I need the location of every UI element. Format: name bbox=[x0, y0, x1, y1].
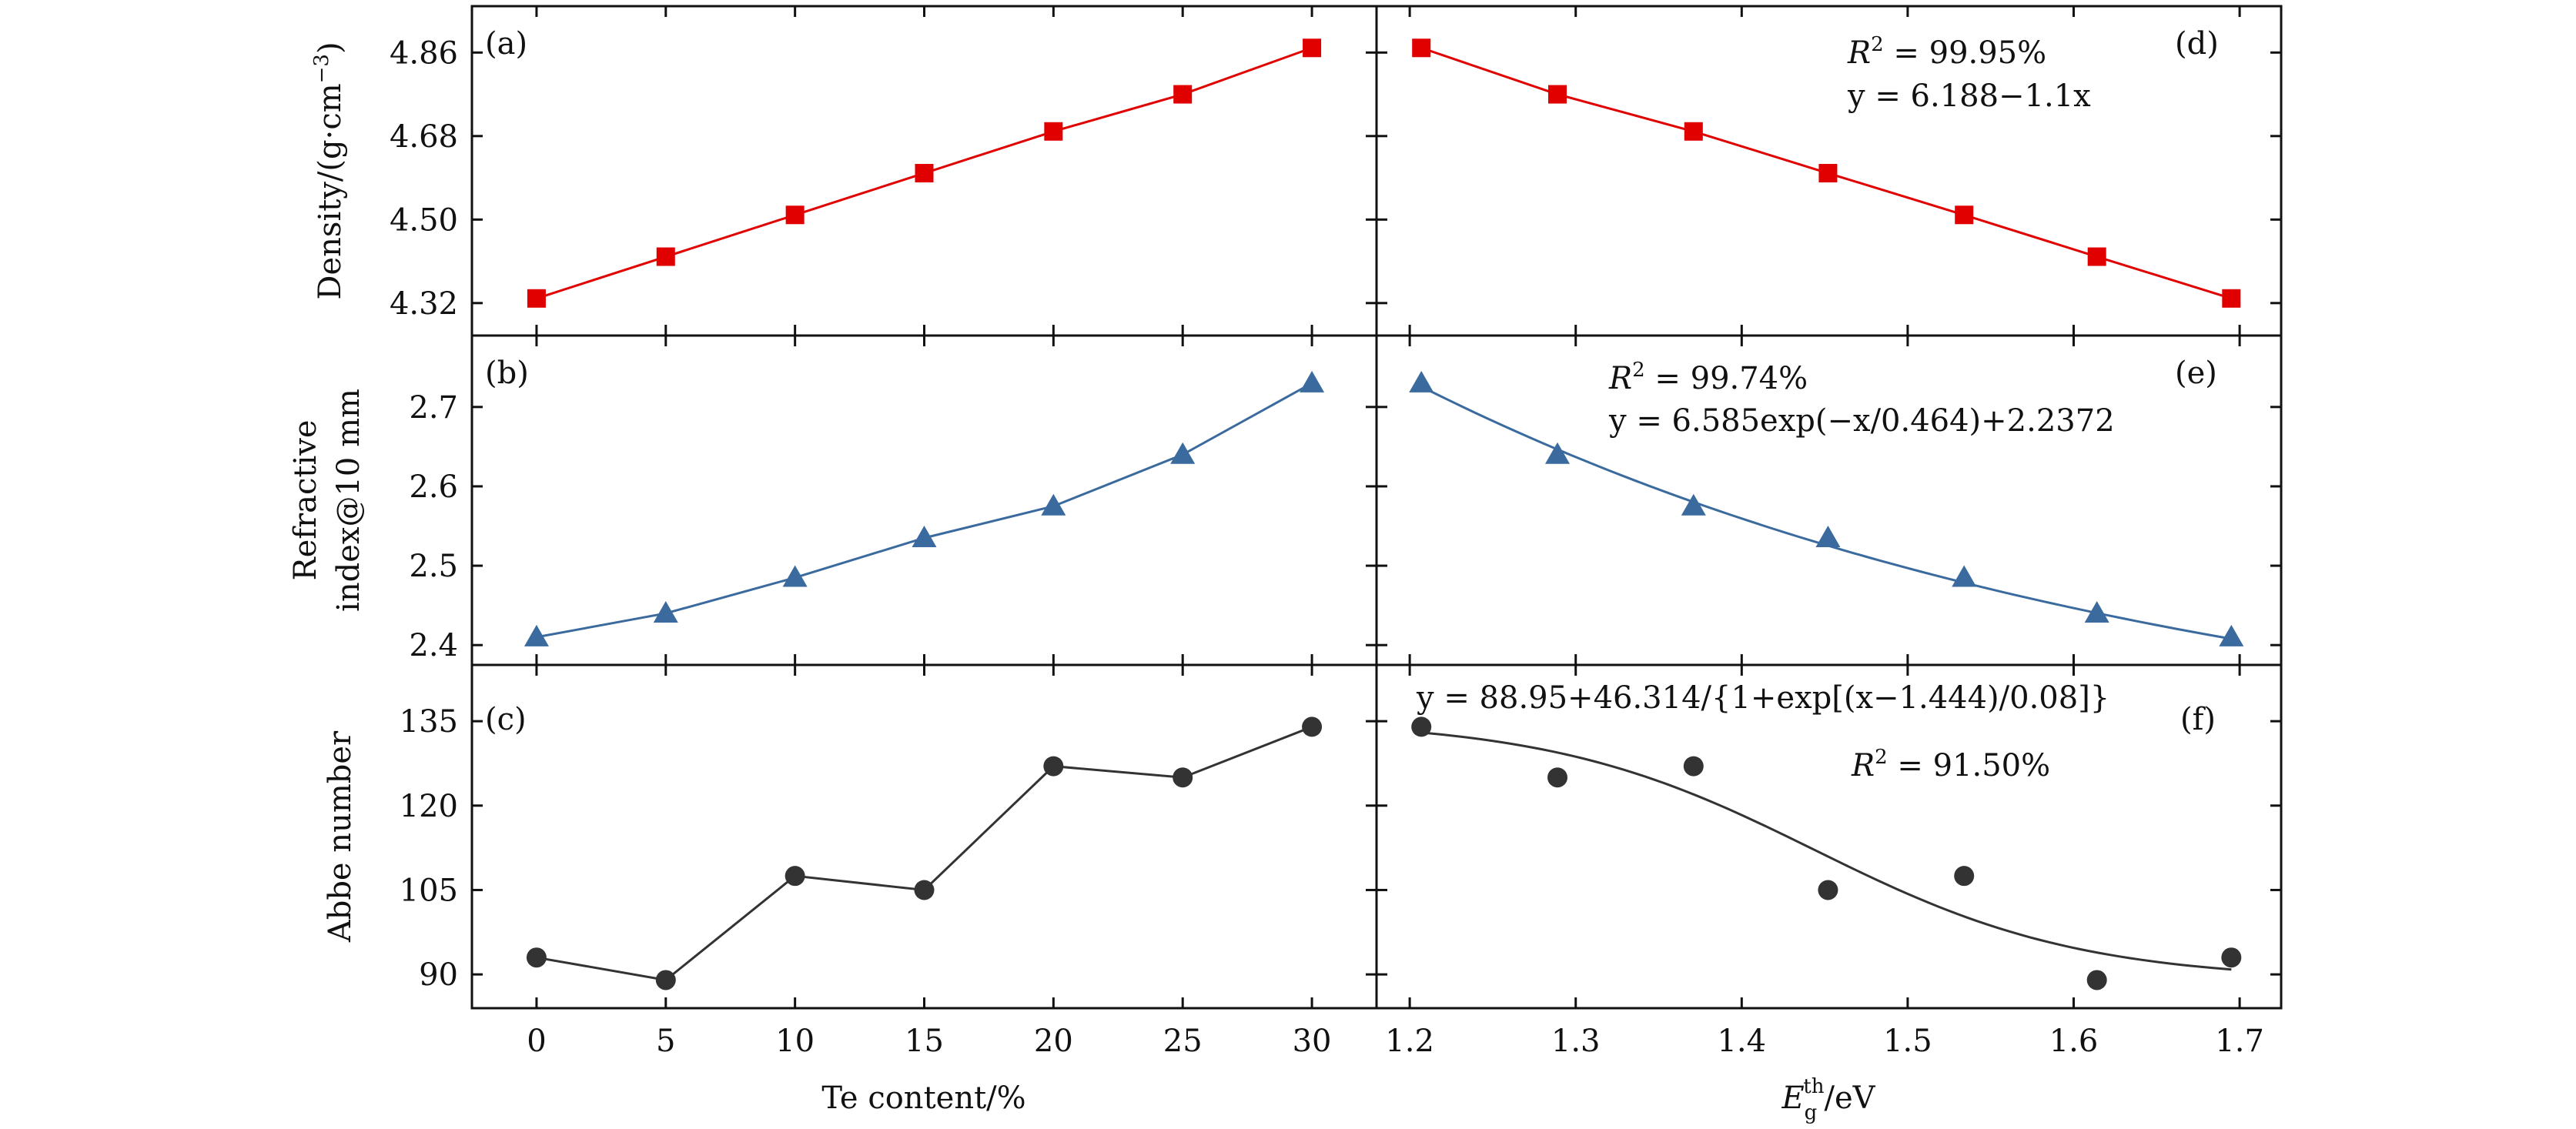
x-tick-label-f-5: 1.7 bbox=[2215, 1024, 2264, 1059]
data-point-a-0 bbox=[527, 289, 546, 308]
x-tick-label-c-4: 20 bbox=[1034, 1024, 1073, 1059]
x-tick-label-c-1: 5 bbox=[656, 1024, 675, 1059]
data-point-f-1 bbox=[1547, 767, 1567, 788]
data-point-d-6 bbox=[2222, 289, 2241, 308]
y-tick-label-c-1: 105 bbox=[400, 873, 458, 908]
y-tick-label-c-3: 135 bbox=[400, 704, 458, 740]
data-point-e-3 bbox=[1815, 525, 1841, 547]
data-point-f-0 bbox=[1411, 716, 1432, 737]
panel-f-equation: y = 88.95+46.314/{1+exp[(x−1.444)/0.08]} bbox=[1416, 680, 2109, 716]
panel-d-r2: R2 = 99.95% bbox=[1847, 33, 2046, 71]
data-point-c-1 bbox=[655, 970, 676, 990]
data-point-b-0 bbox=[524, 624, 549, 646]
x-axis-title-eg: Egth/eV bbox=[1781, 1075, 1875, 1124]
panel-e-equation: y = 6.585exp(−x/0.464)+2.2372 bbox=[1608, 403, 2115, 439]
data-point-a-4 bbox=[1044, 122, 1063, 141]
data-point-a-5 bbox=[1173, 85, 1193, 104]
data-point-f-3 bbox=[1818, 880, 1838, 900]
data-point-c-0 bbox=[526, 947, 547, 968]
data-point-d-1 bbox=[1548, 85, 1567, 104]
x-tick-label-f-1: 1.3 bbox=[1551, 1024, 1601, 1059]
panel-b-frame bbox=[470, 334, 1378, 666]
x-tick-label-f-3: 1.5 bbox=[1883, 1024, 1932, 1059]
data-point-b-1 bbox=[653, 600, 678, 623]
x-tick-label-c-5: 25 bbox=[1163, 1024, 1203, 1059]
data-point-b-4 bbox=[1041, 493, 1066, 516]
data-point-d-5 bbox=[2087, 247, 2106, 266]
x-tick-label-c-2: 10 bbox=[775, 1024, 815, 1059]
y-tick-label-c-2: 120 bbox=[400, 789, 458, 824]
data-point-d-2 bbox=[1684, 122, 1703, 141]
panel-label-b: (b) bbox=[485, 356, 529, 391]
y-tick-label-b-1: 2.5 bbox=[409, 549, 458, 584]
data-point-e-6 bbox=[2219, 624, 2244, 646]
x-axis-title-te: Te content/% bbox=[821, 1081, 1025, 1116]
panel-label-a: (a) bbox=[485, 26, 527, 62]
y-axis-title-density: Density/(g·cm−3) bbox=[310, 42, 348, 299]
data-point-f-4 bbox=[1954, 866, 1975, 887]
y-axis-title-refractive: Refractive index@10 mm bbox=[288, 389, 366, 612]
panel-e-frame bbox=[1375, 334, 2283, 666]
y-tick-label-b-0: 2.4 bbox=[409, 628, 458, 663]
plot-layer: 4.324.504.684.862.42.52.62.7901051201350… bbox=[390, 6, 2281, 1059]
x-tick-label-c-3: 15 bbox=[905, 1024, 944, 1059]
y-tick-label-a-2: 4.68 bbox=[390, 119, 458, 155]
panel-f-frame bbox=[1375, 663, 2283, 1010]
y-tick-label-c-0: 90 bbox=[419, 957, 458, 993]
y-axis-title-abbe: Abbe number bbox=[323, 730, 358, 943]
data-point-a-6 bbox=[1303, 38, 1322, 58]
data-point-c-4 bbox=[1043, 756, 1064, 777]
data-point-c-2 bbox=[785, 866, 805, 887]
panel-label-f: (f) bbox=[2180, 702, 2216, 737]
y-tick-label-b-2: 2.6 bbox=[409, 469, 458, 505]
series-line-b bbox=[536, 382, 1313, 639]
data-point-e-4 bbox=[1952, 565, 1977, 587]
data-point-b-5 bbox=[1170, 442, 1196, 464]
series-line-f bbox=[1421, 731, 2232, 971]
panel-label-e: (e) bbox=[2175, 356, 2217, 391]
panel-d-equation: y = 6.188−1.1x bbox=[1847, 78, 2091, 114]
data-point-d-3 bbox=[1818, 164, 1838, 183]
y-tick-label-b-3: 2.7 bbox=[409, 390, 458, 426]
x-tick-label-c-6: 30 bbox=[1293, 1024, 1332, 1059]
data-point-a-3 bbox=[915, 164, 934, 183]
x-tick-label-f-0: 1.2 bbox=[1385, 1024, 1434, 1059]
y-tick-label-a-0: 4.32 bbox=[390, 286, 458, 322]
data-point-b-6 bbox=[1300, 370, 1325, 392]
data-point-c-3 bbox=[914, 880, 935, 900]
panel-f-r2: R2 = 91.50% bbox=[1851, 746, 2050, 783]
y-tick-label-a-3: 4.86 bbox=[390, 35, 458, 71]
panel-e-r2: R2 = 99.74% bbox=[1608, 359, 1808, 396]
data-point-f-6 bbox=[2221, 947, 2242, 968]
y-tick-label-a-1: 4.50 bbox=[390, 202, 458, 238]
data-point-a-1 bbox=[656, 247, 675, 266]
data-point-d-4 bbox=[1955, 205, 1974, 225]
series-line-c bbox=[536, 726, 1313, 982]
data-point-f-5 bbox=[2086, 970, 2107, 990]
data-point-e-2 bbox=[1681, 493, 1706, 516]
data-point-c-6 bbox=[1302, 716, 1323, 737]
panel-label-d: (d) bbox=[2175, 26, 2219, 62]
data-point-b-2 bbox=[782, 565, 808, 587]
data-point-a-2 bbox=[785, 205, 805, 225]
data-point-c-5 bbox=[1173, 767, 1193, 788]
data-point-d-0 bbox=[1412, 38, 1431, 58]
data-point-e-5 bbox=[2084, 600, 2109, 623]
data-point-b-3 bbox=[912, 525, 937, 547]
x-tick-label-c-0: 0 bbox=[527, 1024, 546, 1059]
data-point-e-1 bbox=[1545, 442, 1570, 464]
x-tick-label-f-4: 1.6 bbox=[2049, 1024, 2099, 1059]
data-point-e-0 bbox=[1409, 370, 1434, 392]
x-tick-label-f-2: 1.4 bbox=[1717, 1024, 1766, 1059]
panel-c-frame bbox=[470, 663, 1378, 1010]
panel-label-c: (c) bbox=[485, 702, 527, 737]
data-point-f-2 bbox=[1683, 756, 1704, 777]
